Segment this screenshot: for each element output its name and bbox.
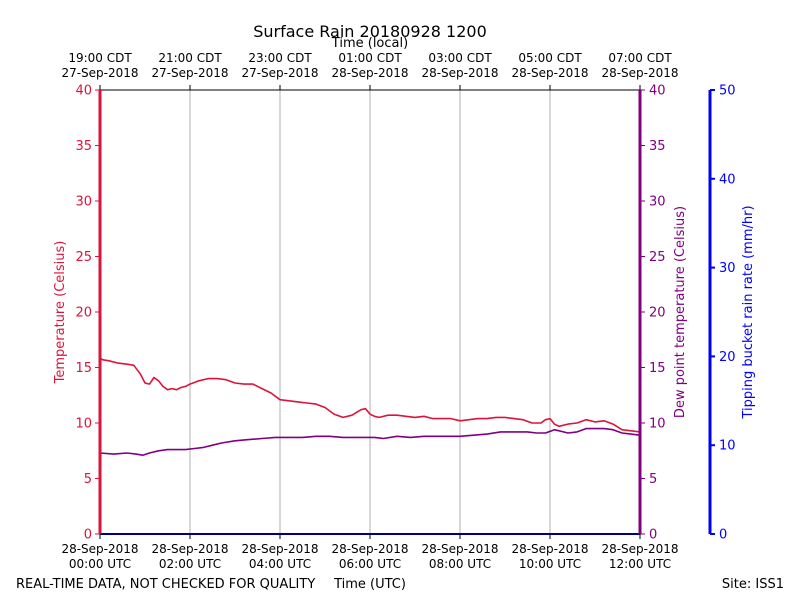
local-tick-date-label: 28-Sep-2018 — [511, 66, 588, 80]
utc-tick-time-label: 10:00 UTC — [519, 557, 581, 571]
left-axis-label: Temperature (Celsius) — [53, 241, 68, 385]
dewpoint-tick-label: 35 — [649, 139, 666, 154]
temperature-tick-label: 40 — [75, 84, 92, 99]
temperature-series-line — [99, 356, 641, 433]
rain-tick-label: 30 — [719, 261, 736, 276]
dewpoint-tick-label: 10 — [649, 417, 666, 432]
utc-tick-date-label: 28-Sep-2018 — [241, 542, 318, 556]
local-tick-time-label: 07:00 CDT — [608, 51, 672, 65]
local-tick-date-label: 27-Sep-2018 — [151, 66, 228, 80]
local-tick-date-label: 27-Sep-2018 — [241, 66, 318, 80]
local-tick-time-label: 03:00 CDT — [428, 51, 492, 65]
chart-title: Surface Rain 20180928 1200 — [253, 22, 487, 41]
local-tick-date-label: 28-Sep-2018 — [601, 66, 678, 80]
right-axis-label: Dew point temperature (Celsius) — [673, 206, 688, 418]
rain-tick-label: 40 — [719, 172, 736, 187]
temperature-tick-label: 0 — [84, 528, 92, 543]
dewpoint-tick-label: 30 — [649, 195, 666, 210]
utc-tick-date-label: 28-Sep-2018 — [331, 542, 408, 556]
dewpoint-tick-label: 20 — [649, 306, 666, 321]
utc-tick-time-label: 12:00 UTC — [609, 557, 671, 571]
top-axis-label: Time (local) — [331, 36, 408, 51]
rain-tick-label: 20 — [719, 350, 736, 365]
local-tick-time-label: 01:00 CDT — [338, 51, 402, 65]
local-tick-date-label: 27-Sep-2018 — [61, 66, 138, 80]
rain-tick-label: 50 — [719, 84, 736, 99]
utc-tick-date-label: 28-Sep-2018 — [511, 542, 588, 556]
utc-tick-time-label: 06:00 UTC — [339, 557, 401, 571]
local-tick-time-label: 05:00 CDT — [518, 51, 582, 65]
footer-quality-note: REAL-TIME DATA, NOT CHECKED FOR QUALITY — [16, 577, 315, 592]
footer-site-label: Site: ISS1 — [722, 577, 784, 592]
rain-tick-label: 0 — [719, 528, 727, 543]
dewpoint-tick-label: 25 — [649, 250, 666, 265]
local-tick-date-label: 28-Sep-2018 — [331, 66, 408, 80]
utc-tick-date-label: 28-Sep-2018 — [601, 542, 678, 556]
temperature-tick-label: 25 — [75, 250, 92, 265]
dewpoint-tick-label: 40 — [649, 84, 666, 99]
far-right-axis-label: Tipping bucket rain rate (mm/hr) — [741, 205, 756, 419]
local-tick-date-label: 28-Sep-2018 — [421, 66, 498, 80]
temperature-tick-label: 5 — [84, 472, 92, 487]
rain-tick-label: 10 — [719, 439, 736, 454]
temperature-tick-label: 15 — [75, 361, 92, 376]
utc-tick-time-label: 08:00 UTC — [429, 557, 491, 571]
x-axis-label: Time (UTC) — [333, 577, 406, 592]
utc-tick-time-label: 04:00 UTC — [249, 557, 311, 571]
dewpoint-tick-label: 15 — [649, 361, 666, 376]
temperature-tick-label: 10 — [75, 417, 92, 432]
utc-tick-time-label: 02:00 UTC — [159, 557, 221, 571]
local-tick-time-label: 23:00 CDT — [248, 51, 312, 65]
temperature-tick-label: 30 — [75, 195, 92, 210]
temperature-tick-label: 35 — [75, 139, 92, 154]
utc-tick-date-label: 28-Sep-2018 — [151, 542, 228, 556]
utc-tick-date-label: 28-Sep-2018 — [421, 542, 498, 556]
dewpoint-tick-label: 5 — [649, 472, 657, 487]
temperature-tick-label: 20 — [75, 306, 92, 321]
dewpoint-tick-label: 0 — [649, 528, 657, 543]
utc-tick-time-label: 00:00 UTC — [69, 557, 131, 571]
local-tick-time-label: 21:00 CDT — [158, 51, 222, 65]
local-tick-time-label: 19:00 CDT — [68, 51, 132, 65]
dewpoint-series-line — [99, 427, 641, 457]
utc-tick-date-label: 28-Sep-2018 — [61, 542, 138, 556]
